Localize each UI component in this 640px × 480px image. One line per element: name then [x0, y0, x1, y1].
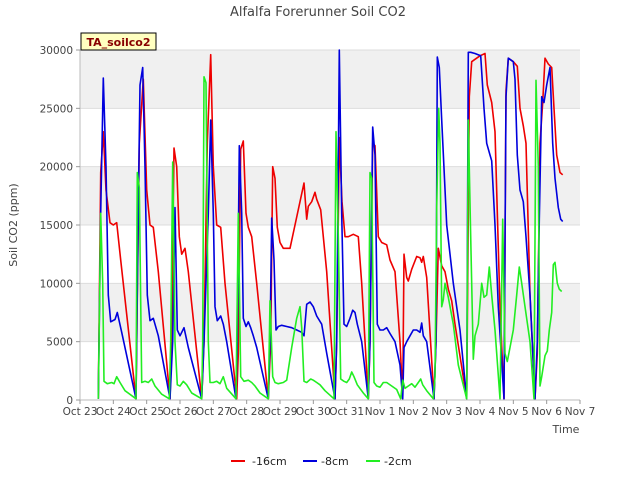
- y-tick-label: 30000: [40, 45, 73, 57]
- x-tick-label: Oct 24: [96, 406, 131, 418]
- series-line-2cm: [97, 76, 563, 400]
- legend: -16cm -8cm -2cm: [231, 455, 412, 468]
- series-layer: [97, 49, 564, 400]
- legend-item: -8cm: [303, 455, 349, 468]
- legend-item: -16cm: [231, 455, 287, 468]
- y-tick-label: 5000: [46, 337, 73, 349]
- legend-item: -2cm: [366, 455, 412, 468]
- annotation-box: TA_soilco2: [80, 32, 157, 51]
- legend-label: -2cm: [384, 455, 412, 468]
- plot-band: [80, 50, 580, 109]
- y-tick-label: 25000: [40, 103, 73, 115]
- x-tick-label: Nov 5: [498, 406, 529, 418]
- x-tick-label: Oct 30: [296, 406, 331, 418]
- x-tick-label: Oct 27: [196, 406, 231, 418]
- series-line-8cm: [97, 49, 564, 400]
- x-tick-label: Oct 23: [63, 406, 98, 418]
- y-axis-ticks: 0 5000 10000 15000 20000 25000 30000: [40, 45, 80, 407]
- series-line-16cm: [97, 52, 564, 400]
- chart-title: Alfalfa Forerunner Soil CO2: [230, 5, 406, 20]
- x-tick-label: Nov 1: [365, 406, 396, 418]
- x-tick-label: Oct 29: [263, 406, 298, 418]
- x-tick-label: Nov 3: [431, 406, 462, 418]
- x-tick-label: Nov 4: [465, 406, 496, 418]
- legend-label: -16cm: [252, 455, 287, 468]
- x-tick-label: Nov 2: [398, 406, 429, 418]
- y-tick-label: 20000: [40, 162, 73, 174]
- x-tick-label: Oct 26: [163, 406, 198, 418]
- legend-label: -8cm: [321, 455, 349, 468]
- y-tick-label: 0: [66, 395, 73, 407]
- annotation-background: [80, 32, 157, 51]
- x-axis-label: Time: [552, 423, 580, 436]
- y-axis-label: Soil CO2 (ppm): [7, 183, 20, 266]
- x-tick-label: Oct 25: [129, 406, 164, 418]
- y-tick-label: 10000: [40, 278, 73, 290]
- annotation-label: TA_soilco2: [86, 36, 150, 49]
- x-tick-label: Oct 31: [329, 406, 364, 418]
- x-tick-label: Oct 28: [229, 406, 264, 418]
- x-tick-label: Nov 7: [565, 406, 596, 418]
- x-tick-label: Nov 6: [531, 406, 562, 418]
- y-tick-label: 15000: [40, 220, 73, 232]
